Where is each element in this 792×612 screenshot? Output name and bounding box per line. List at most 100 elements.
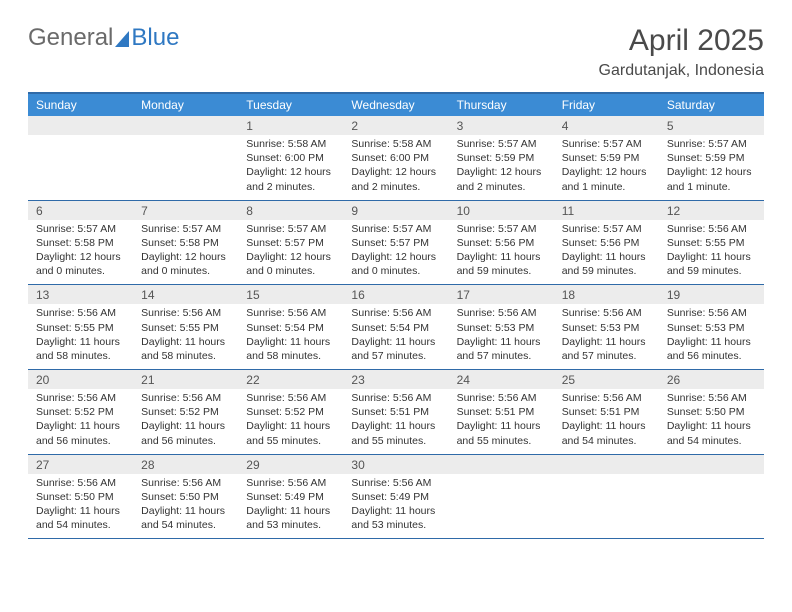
sunrise-line: Sunrise: 5:57 AM xyxy=(457,137,546,151)
day-number: 24 xyxy=(449,370,554,389)
sunrise-line: Sunrise: 5:56 AM xyxy=(141,391,230,405)
logo-text-general: General xyxy=(28,24,113,52)
calendar-cell: Sunrise: 5:58 AMSunset: 6:00 PMDaylight:… xyxy=(238,135,343,200)
daylight-line: Daylight: 11 hours and 53 minutes. xyxy=(246,504,335,532)
sunset-line: Sunset: 6:00 PM xyxy=(351,151,440,165)
day-number: 13 xyxy=(28,285,133,304)
day-number: 12 xyxy=(659,201,764,220)
sunrise-line: Sunrise: 5:56 AM xyxy=(562,391,651,405)
day-number: 27 xyxy=(28,455,133,474)
day-number-row: 27282930 xyxy=(28,455,764,474)
sunset-line: Sunset: 5:53 PM xyxy=(457,321,546,335)
sunrise-line: Sunrise: 5:57 AM xyxy=(562,222,651,236)
daylight-line: Daylight: 11 hours and 57 minutes. xyxy=(562,335,651,363)
sunrise-line: Sunrise: 5:56 AM xyxy=(141,476,230,490)
day-number: 1 xyxy=(238,116,343,135)
sunset-line: Sunset: 6:00 PM xyxy=(246,151,335,165)
day-of-week-label: Tuesday xyxy=(238,94,343,116)
calendar-week: 6789101112Sunrise: 5:57 AMSunset: 5:58 P… xyxy=(28,201,764,286)
sunset-line: Sunset: 5:58 PM xyxy=(36,236,125,250)
header: General Blue April 2025 Gardutanjak, Ind… xyxy=(28,24,764,80)
calendar-week: 20212223242526Sunrise: 5:56 AMSunset: 5:… xyxy=(28,370,764,455)
calendar-cell xyxy=(659,474,764,539)
day-of-week-label: Sunday xyxy=(28,94,133,116)
sunrise-line: Sunrise: 5:56 AM xyxy=(457,391,546,405)
day-number: 14 xyxy=(133,285,238,304)
daylight-line: Daylight: 11 hours and 57 minutes. xyxy=(351,335,440,363)
sunset-line: Sunset: 5:52 PM xyxy=(36,405,125,419)
day-number: 7 xyxy=(133,201,238,220)
calendar-cell: Sunrise: 5:58 AMSunset: 6:00 PMDaylight:… xyxy=(343,135,448,200)
sunrise-line: Sunrise: 5:57 AM xyxy=(562,137,651,151)
day-number-row: 20212223242526 xyxy=(28,370,764,389)
sunset-line: Sunset: 5:51 PM xyxy=(351,405,440,419)
sunrise-line: Sunrise: 5:56 AM xyxy=(246,391,335,405)
day-number xyxy=(659,455,764,474)
calendar-cell: Sunrise: 5:56 AMSunset: 5:50 PMDaylight:… xyxy=(28,474,133,539)
calendar-cell: Sunrise: 5:56 AMSunset: 5:54 PMDaylight:… xyxy=(238,304,343,369)
daylight-line: Daylight: 11 hours and 58 minutes. xyxy=(36,335,125,363)
day-number: 20 xyxy=(28,370,133,389)
sunset-line: Sunset: 5:56 PM xyxy=(562,236,651,250)
calendar-cell: Sunrise: 5:57 AMSunset: 5:56 PMDaylight:… xyxy=(554,220,659,285)
sunset-line: Sunset: 5:59 PM xyxy=(562,151,651,165)
sunset-line: Sunset: 5:55 PM xyxy=(36,321,125,335)
sunset-line: Sunset: 5:52 PM xyxy=(246,405,335,419)
calendar-cell: Sunrise: 5:56 AMSunset: 5:55 PMDaylight:… xyxy=(659,220,764,285)
calendar-cell: Sunrise: 5:57 AMSunset: 5:57 PMDaylight:… xyxy=(238,220,343,285)
page-title: April 2025 xyxy=(599,24,764,58)
calendar-cell: Sunrise: 5:56 AMSunset: 5:55 PMDaylight:… xyxy=(28,304,133,369)
daylight-line: Daylight: 11 hours and 59 minutes. xyxy=(457,250,546,278)
daylight-line: Daylight: 12 hours and 2 minutes. xyxy=(351,165,440,193)
day-body-row: Sunrise: 5:57 AM Sunset: 5:58 PM Daylight:… xyxy=(28,220,764,285)
calendar-cell: Sunrise: 5:56 AMSunset: 5:55 PMDaylight:… xyxy=(133,304,238,369)
calendar-cell: Sunrise: 5:56 AMSunset: 5:52 PMDaylight:… xyxy=(28,389,133,454)
day-number: 17 xyxy=(449,285,554,304)
sunset-line: Sunset: 5:50 PM xyxy=(36,490,125,504)
sunrise-line: Sunrise: 5:56 AM xyxy=(141,306,230,320)
sunrise-line: Sunrise: 5:57 AM xyxy=(351,222,440,236)
calendar-cell: Sunrise: 5:56 AMSunset: 5:52 PMDaylight:… xyxy=(133,389,238,454)
day-of-week-header: SundayMondayTuesdayWednesdayThursdayFrid… xyxy=(28,94,764,116)
sunset-line: Sunset: 5:54 PM xyxy=(246,321,335,335)
sunrise-line: Sunrise: 5:57 AM xyxy=(246,222,335,236)
daylight-line: Daylight: 11 hours and 56 minutes. xyxy=(667,335,756,363)
sunrise-line: Sunrise: 5:56 AM xyxy=(667,306,756,320)
calendar-cell: Sunrise: 5:56 AMSunset: 5:49 PMDaylight:… xyxy=(343,474,448,539)
day-number xyxy=(449,455,554,474)
calendar-cell: Sunrise: 5:56 AMSunset: 5:50 PMDaylight:… xyxy=(659,389,764,454)
calendar-cell: Sunrise: 5:57 AMSunset: 5:58 PMDaylight:… xyxy=(28,220,133,285)
calendar-cell: Sunrise: 5:56 AMSunset: 5:51 PMDaylight:… xyxy=(449,389,554,454)
calendar-cell: Sunrise: 5:56 AMSunset: 5:52 PMDaylight:… xyxy=(238,389,343,454)
day-number: 2 xyxy=(343,116,448,135)
day-number: 5 xyxy=(659,116,764,135)
day-number xyxy=(554,455,659,474)
day-number-row: 12345 xyxy=(28,116,764,135)
sunrise-line: Sunrise: 5:56 AM xyxy=(36,476,125,490)
daylight-line: Daylight: 12 hours and 1 minute. xyxy=(667,165,756,193)
day-of-week-label: Friday xyxy=(554,94,659,116)
title-block: April 2025 Gardutanjak, Indonesia xyxy=(599,24,764,80)
day-number: 21 xyxy=(133,370,238,389)
sunset-line: Sunset: 5:55 PM xyxy=(667,236,756,250)
day-number: 15 xyxy=(238,285,343,304)
sunset-line: Sunset: 5:59 PM xyxy=(667,151,756,165)
calendar-cell xyxy=(133,135,238,200)
day-number: 23 xyxy=(343,370,448,389)
page-subtitle: Gardutanjak, Indonesia xyxy=(599,62,764,80)
logo-sail-icon xyxy=(115,31,129,47)
daylight-line: Daylight: 12 hours and 1 minute. xyxy=(562,165,651,193)
calendar-week: 12345Sunrise: 5:58 AMSunset: 6:00 PMDayl… xyxy=(28,116,764,201)
calendar-cell: Sunrise: 5:57 AMSunset: 5:59 PMDaylight:… xyxy=(659,135,764,200)
sunrise-line: Sunrise: 5:56 AM xyxy=(457,306,546,320)
sunrise-line: Sunrise: 5:56 AM xyxy=(246,476,335,490)
sunset-line: Sunset: 5:53 PM xyxy=(562,321,651,335)
calendar-cell xyxy=(554,474,659,539)
logo-text-blue: Blue xyxy=(131,24,179,52)
day-body-row: Sunrise: 5:56 AMSunset: 5:50 PMDaylight:… xyxy=(28,474,764,539)
day-number: 19 xyxy=(659,285,764,304)
calendar-week: 27282930Sunrise: 5:56 AMSunset: 5:50 PMD… xyxy=(28,455,764,540)
day-number: 4 xyxy=(554,116,659,135)
sunset-line: Sunset: 5:50 PM xyxy=(141,490,230,504)
sunrise-line: Sunrise: 5:56 AM xyxy=(351,306,440,320)
